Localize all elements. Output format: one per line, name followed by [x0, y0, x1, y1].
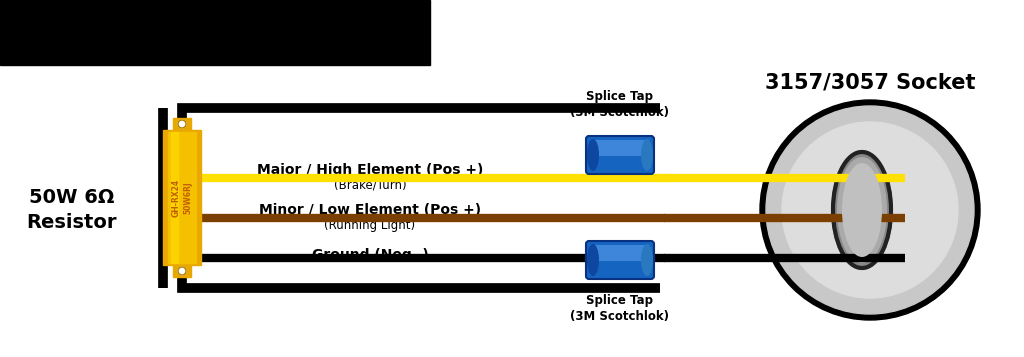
FancyBboxPatch shape [592, 245, 648, 261]
Text: LED Load Resistor Install: LED Load Resistor Install [8, 10, 379, 36]
Text: Diagram By Jonathan F - info@redfire-mg.com: Diagram By Jonathan F - info@redfire-mg.… [8, 46, 282, 59]
Circle shape [782, 122, 958, 298]
Ellipse shape [641, 139, 653, 171]
Text: Major / High Element (Pos +): Major / High Element (Pos +) [257, 163, 483, 177]
Ellipse shape [641, 244, 653, 276]
Text: Minor / Low Element (Pos +): Minor / Low Element (Pos +) [259, 203, 481, 217]
Bar [163, 130, 201, 265]
Ellipse shape [587, 244, 599, 276]
Bar [168, 132, 196, 263]
Text: (Brake/Turn): (Brake/Turn) [334, 178, 407, 191]
Text: 50W 6Ω
Resistor: 50W 6Ω Resistor [27, 188, 118, 232]
Bar [173, 265, 191, 277]
FancyBboxPatch shape [586, 136, 654, 174]
Bar [0, 0, 430, 65]
Text: GH-RX24
50W6RJ: GH-RX24 50W6RJ [172, 178, 193, 217]
FancyBboxPatch shape [592, 140, 648, 156]
Circle shape [178, 267, 186, 275]
Circle shape [178, 120, 186, 128]
Ellipse shape [831, 150, 893, 270]
Text: Ground (Neg -): Ground (Neg -) [311, 248, 428, 262]
Bar [173, 118, 191, 130]
Ellipse shape [587, 139, 599, 171]
Ellipse shape [842, 163, 882, 257]
Text: Splice Tap
(3M Scotchlok): Splice Tap (3M Scotchlok) [570, 294, 670, 323]
Bar [171, 132, 178, 263]
Circle shape [766, 106, 974, 314]
Text: Splice Tap
(3M Scotchlok): Splice Tap (3M Scotchlok) [570, 90, 670, 119]
Circle shape [760, 100, 980, 320]
FancyBboxPatch shape [586, 241, 654, 279]
Ellipse shape [837, 157, 887, 263]
Text: (Running Light): (Running Light) [325, 218, 416, 231]
Text: 3157/3057 Socket: 3157/3057 Socket [765, 72, 975, 92]
